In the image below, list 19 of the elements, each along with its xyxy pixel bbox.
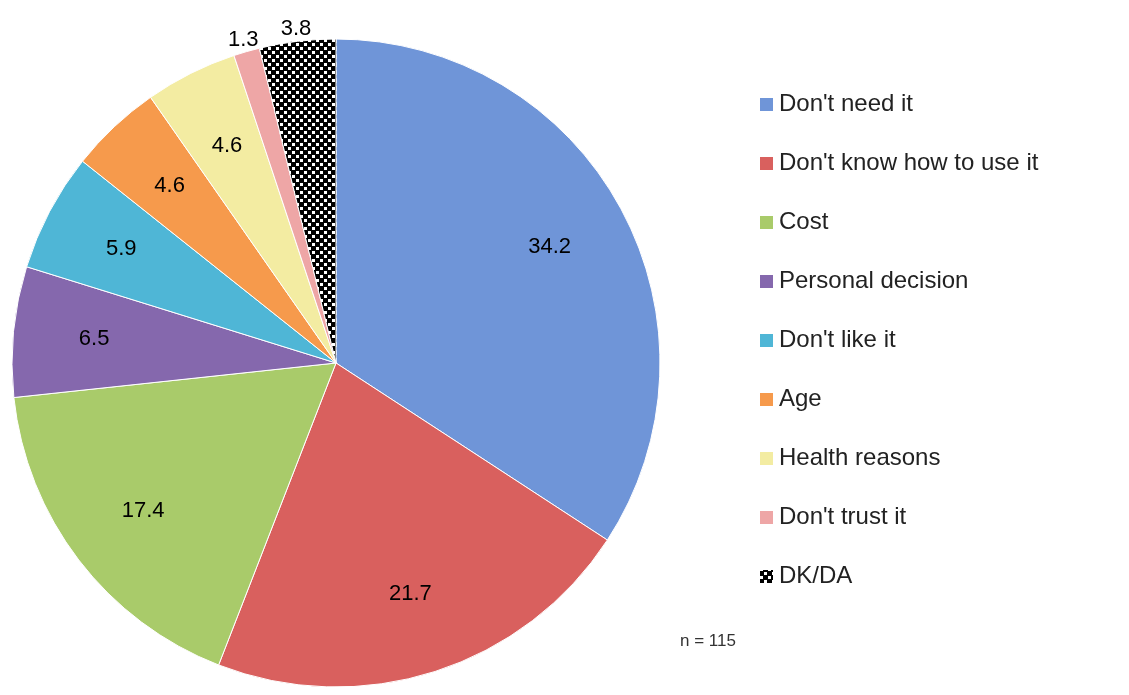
legend-label: DK/DA <box>779 561 853 589</box>
data-label: 3.8 <box>280 15 312 41</box>
legend-label: Don't like it <box>779 325 896 353</box>
legend-label: Age <box>779 384 822 412</box>
data-label: 5.9 <box>105 235 137 261</box>
legend-label: Personal decision <box>779 266 969 294</box>
text: n = 115 <box>680 631 736 650</box>
data-label: 4.6 <box>154 171 185 197</box>
data-label: 21.7 <box>388 580 432 606</box>
data-label: 17.4 <box>121 496 165 522</box>
legend-label: Don't need it <box>779 89 914 117</box>
legend-label: Health reasons <box>779 443 941 471</box>
legend-label: Cost <box>779 207 829 235</box>
legend-label: Don't trust it <box>779 502 907 530</box>
data-label: 4.6 <box>211 131 243 157</box>
data-label: 1.3 <box>227 25 259 51</box>
data-label: 34.2 <box>528 233 572 259</box>
data-label: 6.5 <box>78 325 110 351</box>
legend-label: Don't know how to use it <box>779 148 1039 176</box>
